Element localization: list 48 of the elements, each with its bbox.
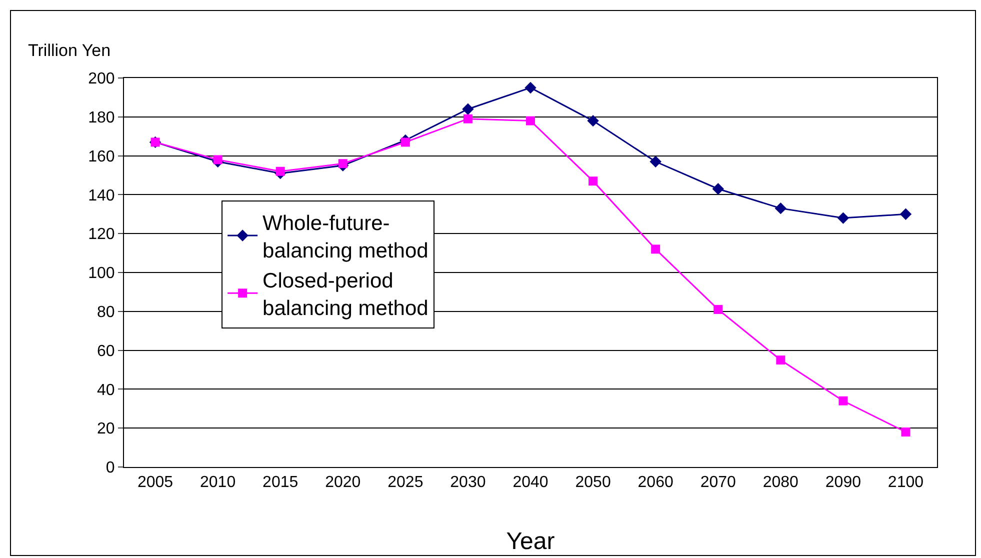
y-tick-label: 100	[88, 265, 115, 282]
point	[587, 114, 599, 127]
point	[462, 103, 474, 115]
point	[588, 176, 598, 186]
point	[338, 159, 348, 168]
y-tick-label: 0	[106, 460, 115, 477]
point	[400, 138, 410, 147]
x-tick-label: 2020	[325, 474, 361, 492]
point	[651, 244, 660, 254]
point	[837, 212, 850, 224]
legend-label: Closed-period balancing method	[262, 270, 428, 320]
x-tick-label: 2025	[388, 474, 424, 492]
legend-label: Whole-future- balancing method	[262, 212, 428, 262]
x-axis-title: Year	[506, 528, 555, 555]
x-tick-label: 2060	[638, 474, 674, 492]
y-tick-label: 120	[88, 226, 115, 244]
point	[838, 396, 848, 406]
y-tick-label: 40	[97, 382, 115, 399]
y-tick-label: 20	[97, 420, 115, 438]
point	[524, 82, 536, 94]
point	[213, 155, 222, 164]
x-tick-label: 2015	[262, 474, 298, 492]
x-tick-label: 2070	[700, 474, 736, 492]
x-tick-label: 2090	[825, 474, 862, 492]
y-tick-label: 200	[88, 70, 115, 88]
point	[526, 116, 535, 126]
point	[650, 156, 662, 168]
x-tick-label: 2010	[200, 474, 236, 492]
point	[712, 183, 724, 195]
x-tick-label: 2050	[575, 474, 611, 492]
x-tick-label: 2080	[762, 474, 799, 492]
point	[276, 166, 285, 176]
x-tick-label: 2030	[450, 474, 486, 492]
y-axis-title: Trillion Yen	[28, 41, 111, 60]
point	[774, 202, 786, 214]
point	[463, 114, 472, 124]
y-tick-label: 60	[97, 342, 115, 360]
x-tick-label: 2100	[888, 474, 924, 492]
y-tick-label: 160	[88, 148, 115, 166]
point	[900, 208, 912, 220]
point	[714, 304, 723, 314]
y-tick-label: 80	[97, 304, 115, 321]
y-tick-label: 140	[88, 187, 115, 204]
x-tick-label: 2040	[512, 474, 548, 492]
x-tick-label: 2005	[137, 474, 174, 492]
y-tick-label: 180	[88, 110, 115, 126]
point	[776, 356, 786, 365]
point	[901, 427, 910, 436]
